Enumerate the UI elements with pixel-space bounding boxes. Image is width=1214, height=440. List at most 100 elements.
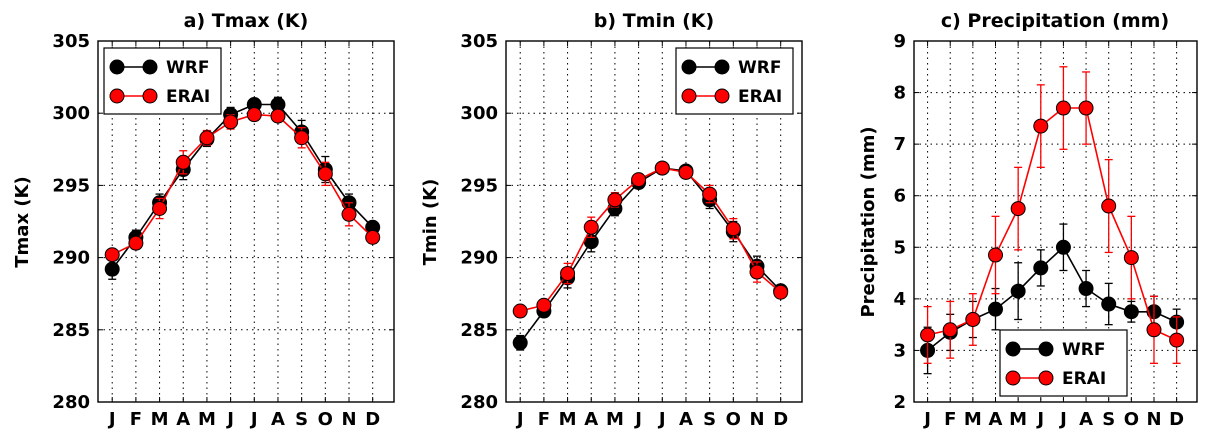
- x-tick-label: F: [944, 409, 956, 430]
- x-tick-label: M: [198, 409, 216, 430]
- y-tick-label: 5: [893, 237, 906, 258]
- x-tick-label: J: [633, 409, 642, 430]
- data-point: [1123, 304, 1139, 320]
- legend-label: WRF: [166, 58, 209, 78]
- data-point: [583, 219, 599, 235]
- y-tick-label: 7: [893, 134, 906, 155]
- y-tick-label: 280: [460, 392, 498, 413]
- chart-title: b) Tmin (K): [594, 10, 714, 32]
- legend-label: WRF: [738, 58, 781, 78]
- data-point: [104, 261, 120, 277]
- legend-marker: [1005, 341, 1021, 357]
- series-line: [111, 113, 374, 256]
- x-tick-label: A: [584, 409, 598, 430]
- x-tick-label: J: [1058, 409, 1067, 430]
- data-point: [988, 301, 1004, 317]
- y-tick-label: 9: [893, 31, 906, 52]
- y-tick-label: 290: [52, 248, 90, 269]
- data-point: [1010, 283, 1026, 299]
- data-point: [920, 327, 936, 343]
- legend-box: [999, 329, 1128, 397]
- legend-label: WRF: [1062, 340, 1105, 360]
- legend-marker: [1038, 370, 1054, 386]
- y-tick-label: 285: [52, 320, 90, 341]
- legend-marker: [681, 59, 697, 75]
- axes-frame: [505, 40, 803, 403]
- x-tick-label: N: [749, 409, 764, 430]
- data-point: [725, 221, 741, 237]
- x-tick-label: N: [1146, 409, 1161, 430]
- legend-box: [103, 47, 222, 115]
- data-point: [1055, 239, 1071, 255]
- data-point: [1010, 201, 1026, 217]
- data-point: [1123, 250, 1139, 266]
- data-point: [607, 192, 623, 208]
- data-point: [128, 235, 144, 251]
- chart-title: a) Tmax (K): [184, 10, 309, 32]
- x-tick-label: S: [295, 409, 308, 430]
- data-point: [1078, 281, 1094, 297]
- data-point: [1169, 332, 1185, 348]
- data-point: [317, 166, 333, 182]
- series-line: [519, 167, 782, 344]
- panel-tmax: a) Tmax (K) Tmax (K) J F M A M J J A S O N D2802852…: [12, 10, 395, 430]
- data-point: [512, 335, 528, 351]
- data-point: [965, 311, 981, 327]
- y-tick-label: 3: [893, 340, 906, 361]
- legend-label: ERAI: [1062, 369, 1106, 389]
- x-tick-label: A: [176, 409, 190, 430]
- data-point: [1055, 100, 1071, 116]
- data-point: [270, 108, 286, 124]
- y-tick-label: 8: [893, 83, 906, 104]
- y-tick-label: 280: [52, 392, 90, 413]
- data-point: [654, 160, 670, 176]
- y-tick-label: 300: [460, 103, 498, 124]
- x-tick-label: J: [249, 409, 258, 430]
- legend-marker: [714, 59, 730, 75]
- x-tick-label: O: [726, 409, 741, 430]
- data-point: [246, 107, 262, 123]
- y-tick-label: 290: [460, 248, 498, 269]
- legend-marker: [681, 88, 697, 104]
- data-point: [1033, 260, 1049, 276]
- x-tick-label: M: [606, 409, 624, 430]
- y-tick-label: 4: [893, 289, 906, 310]
- x-tick-label: M: [559, 409, 577, 430]
- x-tick-label: F: [538, 409, 550, 430]
- data-point: [560, 265, 576, 281]
- data-point: [104, 247, 120, 263]
- data-point: [1146, 322, 1162, 338]
- x-tick-label: O: [318, 409, 333, 430]
- data-point: [512, 303, 528, 319]
- chart-title: c) Precipitation (mm): [941, 10, 1169, 32]
- x-tick-label: M: [1009, 409, 1027, 430]
- y-axis-label: Precipitation (mm): [858, 126, 879, 317]
- data-point: [175, 154, 191, 170]
- data-point: [942, 322, 958, 338]
- x-tick-label: S: [1102, 409, 1115, 430]
- data-point: [749, 264, 765, 280]
- data-point: [365, 229, 381, 245]
- data-point: [536, 297, 552, 313]
- y-tick-label: 295: [460, 175, 498, 196]
- x-tick-label: A: [271, 409, 285, 430]
- x-tick-label: J: [1035, 409, 1044, 430]
- legend-marker: [109, 88, 125, 104]
- legend-marker: [142, 59, 158, 75]
- panel-precipitation: c) Precipitation (mm) Precipitation (mm)…: [858, 10, 1198, 430]
- legend-label: ERAI: [738, 87, 782, 107]
- x-tick-label: A: [1079, 409, 1093, 430]
- panel-tmin: b) Tmin (K) Tmin (K) J F M A M J J A S O N D2802852…: [420, 10, 803, 430]
- data-point: [988, 247, 1004, 263]
- y-tick-label: 295: [52, 175, 90, 196]
- data-point: [1078, 100, 1094, 116]
- legend-marker: [109, 59, 125, 75]
- y-tick-label: 6: [893, 186, 906, 207]
- y-axis-label: Tmin (K): [420, 179, 441, 266]
- data-point: [1101, 198, 1117, 214]
- x-tick-label: J: [107, 409, 116, 430]
- legend-marker: [1038, 341, 1054, 357]
- data-point: [702, 186, 718, 202]
